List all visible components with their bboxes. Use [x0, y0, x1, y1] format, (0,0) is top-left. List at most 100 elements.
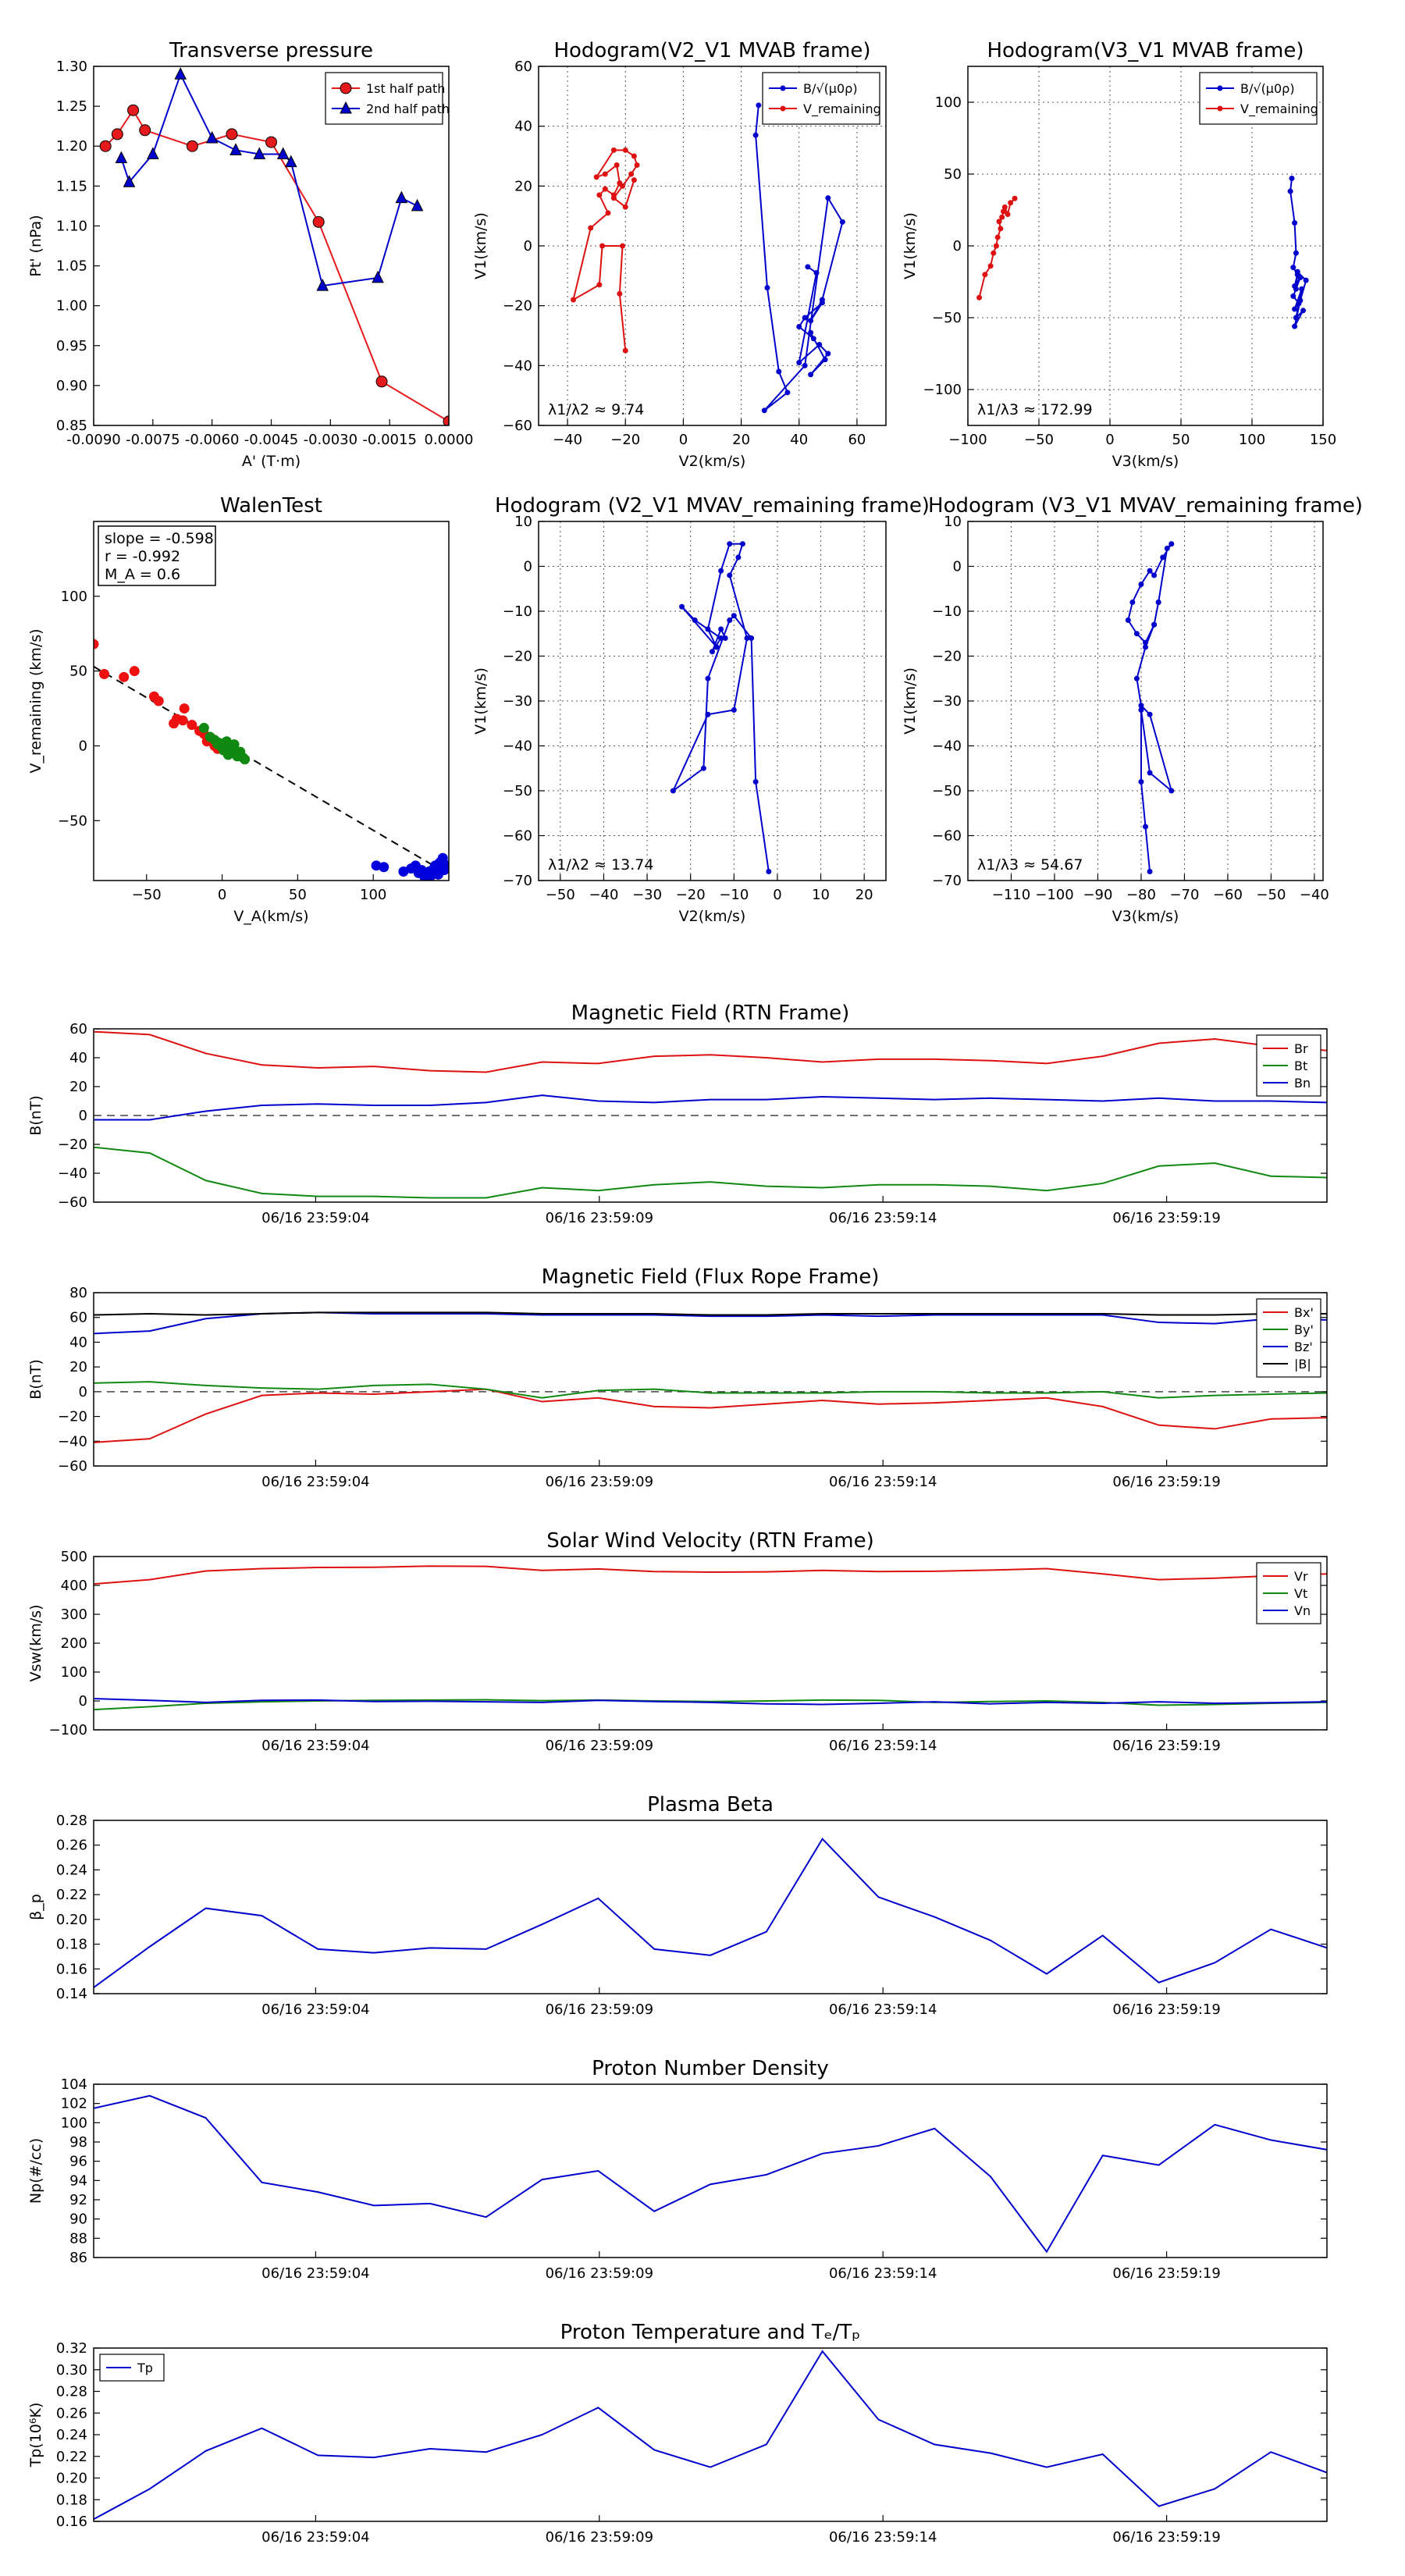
transverse-pressure-ytick-label: 0.95: [56, 338, 87, 354]
magnetic-field-flux-rope-legend-label: |B|: [1294, 1357, 1311, 1372]
proton-temperature-xtick-label: 06/16 23:59:14: [829, 2529, 937, 2546]
walen-test-title: WalenTest: [220, 494, 322, 518]
walen-test-point: [437, 856, 448, 866]
proton-temperature-ytick-label: 0.18: [56, 2492, 87, 2508]
proton-temperature-ytick-label: 0.20: [56, 2471, 87, 2487]
transverse-pressure-xtick-label: -0.0075: [126, 432, 180, 448]
hodogram-v2v1-mvab-series-1-point: [602, 171, 608, 177]
hodogram-v3v1-mvab-series-1-point: [982, 272, 988, 278]
hodogram-v2v1-mvab-xtick-label: 0: [679, 432, 688, 448]
plasma-beta-ytick-label: 0.20: [56, 1912, 87, 1928]
plasma-beta-xtick-label: 06/16 23:59:19: [1112, 2001, 1220, 2018]
hodogram-v2v1-mvab-ytick-label: 20: [514, 178, 532, 194]
magnetic-field-rtn-legend-label: Br: [1294, 1041, 1308, 1056]
hodogram-v3v1-mvav-xtick-label: −110: [992, 887, 1030, 903]
hodogram-v2v1-mvav-ytick-label: 0: [524, 559, 532, 575]
hodogram-v2v1-mvav-xtick-label: 0: [773, 887, 781, 903]
hodogram-v2v1-mvab-xtick-label: −40: [553, 432, 582, 448]
hodogram-v3v1-mvav-xtick-label: −70: [1169, 887, 1199, 903]
proton-temperature-title: Proton Temperature and Tₑ/Tₚ: [560, 2321, 861, 2344]
hodogram-v2v1-mvav-panel: Hodogram (V2_V1 MVAV_remaining frame) V1(…: [472, 494, 930, 925]
walen-test-point: [222, 749, 233, 760]
hodogram-v3v1-mvab-series-0-point: [1297, 274, 1304, 280]
hodogram-v3v1-mvab-xtick-label: 50: [1172, 432, 1190, 448]
plasma-beta-xtick-label: 06/16 23:59:04: [261, 2001, 369, 2018]
walen-test-data: [94, 639, 449, 881]
proton-number-density-ytick-label: 102: [61, 2096, 87, 2112]
magnetic-field-flux-rope-xtick-label: 06/16 23:59:09: [546, 1474, 653, 1490]
hodogram-v2v1-mvab-series-1-point: [622, 147, 628, 153]
hodogram-v3v1-mvav-ytick-label: −40: [932, 738, 962, 755]
hodogram-v3v1-mvav-xtick-label: −100: [1035, 887, 1073, 903]
hodogram-v2v1-mvav-annotation: λ1/λ2 ≈ 13.74: [548, 856, 653, 873]
hodogram-v3v1-mvav-ytick-label: 10: [944, 514, 962, 530]
transverse-pressure-ytick-label: 0.90: [56, 378, 87, 394]
hodogram-v3v1-mvav-xtick-label: −80: [1126, 887, 1156, 903]
magnetic-field-flux-rope-legend-label: Bz': [1294, 1340, 1313, 1354]
hodogram-v2v1-mvab-series-0-point: [784, 390, 791, 396]
proton-temperature-ytick-label: 0.22: [56, 2449, 87, 2465]
walen-test-ytick-label: 0: [79, 738, 87, 755]
proton-temperature-frame: [93, 2347, 1328, 2522]
hodogram-v3v1-mvab-xtick-label: 0: [1105, 432, 1114, 448]
hodogram-v3v1-mvav-series-0-point: [1125, 617, 1131, 623]
hodogram-v2v1-mvav-ytick-label: −30: [503, 693, 532, 710]
hodogram-v2v1-mvav-ytick-label: −60: [503, 828, 532, 845]
hodogram-v2v1-mvav-series-0-point: [739, 541, 745, 547]
hodogram-v3v1-mvab-legend-marker: [1217, 85, 1223, 91]
hodogram-v2v1-mvav-xtick-label: 20: [855, 887, 873, 903]
proton-number-density-xtick-label: 06/16 23:59:04: [261, 2265, 369, 2282]
hodogram-v2v1-mvab-legend: [762, 72, 880, 125]
hodogram-v3v1-mvav-series-0-point: [1143, 644, 1148, 650]
proton-number-density-ytick-label: 94: [69, 2172, 87, 2189]
hodogram-v3v1-mvab-series-0-point: [1300, 308, 1307, 314]
transverse-pressure-xtick-label: 0.0000: [425, 432, 474, 448]
transverse-pressure-ylabel: Pt' (nPa): [27, 215, 44, 276]
hodogram-v2v1-mvab-series-0-point: [802, 315, 808, 321]
hodogram-v2v1-mvab-series-1-point: [596, 282, 603, 288]
plasma-beta-ytick-label: 0.14: [56, 1986, 87, 2002]
magnetic-field-flux-rope-ytick-label: 20: [69, 1359, 87, 1375]
hodogram-v2v1-mvav-series-0-point: [710, 649, 715, 655]
transverse-pressure-series-1-point: [174, 67, 187, 80]
walen-test-point: [94, 639, 99, 649]
magnetic-field-flux-rope-ytick-label: 0: [79, 1384, 87, 1400]
magnetic-field-flux-rope-xtick-label: 06/16 23:59:04: [261, 1474, 369, 1490]
hodogram-v2v1-mvab-annotation: λ1/λ2 ≈ 9.74: [548, 401, 644, 418]
hodogram-v3v1-mvav-series-0-point: [1138, 582, 1144, 587]
hodogram-v3v1-mvab-xtick-label: −50: [1024, 432, 1054, 448]
hodogram-v2v1-mvab-ylabel: V1(km/s): [472, 212, 489, 279]
hodogram-v3v1-mvav-series-0-point: [1138, 779, 1144, 785]
hodogram-v3v1-mvav-panel: Hodogram (V3_V1 MVAV_remaining frame) V1(…: [902, 494, 1363, 925]
walen-test-ytick-label: −50: [58, 813, 87, 829]
walen-test-point: [153, 696, 164, 706]
solar-wind-velocity-xtick-label: 06/16 23:59:04: [261, 1738, 369, 1754]
proton-number-density-ytick-label: 92: [69, 2192, 87, 2208]
hodogram-v2v1-mvav-series-0-point: [766, 869, 772, 874]
hodogram-v2v1-mvab-series-0-point: [761, 407, 767, 414]
magnetic-field-rtn-frame: [93, 1028, 1328, 1203]
hodogram-v3v1-mvav-series-0-point: [1160, 554, 1166, 560]
walen-test-ytick-label: 100: [61, 589, 87, 605]
hodogram-v2v1-mvab-xtick-label: 60: [848, 432, 866, 448]
hodogram-v2v1-mvav-xtick-label: −20: [676, 887, 706, 903]
walen-test-textbox: [98, 525, 216, 586]
hodogram-v2v1-mvav-series-0-point: [718, 568, 724, 574]
hodogram-v3v1-mvav-series-0-point: [1143, 639, 1148, 646]
hodogram-v3v1-mvab-series-1-point: [996, 219, 1002, 225]
hodogram-v2v1-mvav-series-0-point: [705, 711, 711, 717]
transverse-pressure-series-1-point: [372, 270, 384, 283]
plasma-beta-ytick-label: 0.28: [56, 1813, 87, 1829]
hodogram-v2v1-mvab-ytick-label: 60: [514, 59, 532, 75]
transverse-pressure-ytick-label: 1.00: [56, 298, 87, 315]
hodogram-v3v1-mvab-series-0-point: [1290, 265, 1297, 271]
solar-wind-velocity-ytick-label: 300: [61, 1606, 87, 1623]
magnetic-field-flux-rope-series-1-line: [93, 1381, 1328, 1399]
hodogram-v3v1-mvab-series-0-point: [1294, 269, 1300, 275]
walen-test-point: [99, 669, 110, 679]
hodogram-v2v1-mvab-legend-label: B/√(μ0ρ): [803, 81, 858, 96]
magnetic-field-rtn-xtick-label: 06/16 23:59:14: [829, 1210, 937, 1226]
hodogram-v2v1-mvav-ytick-label: −20: [503, 649, 532, 665]
transverse-pressure-ytick-label: 1.05: [56, 258, 87, 275]
hodogram-v2v1-mvav-xlabel: V2(km/s): [679, 908, 746, 925]
